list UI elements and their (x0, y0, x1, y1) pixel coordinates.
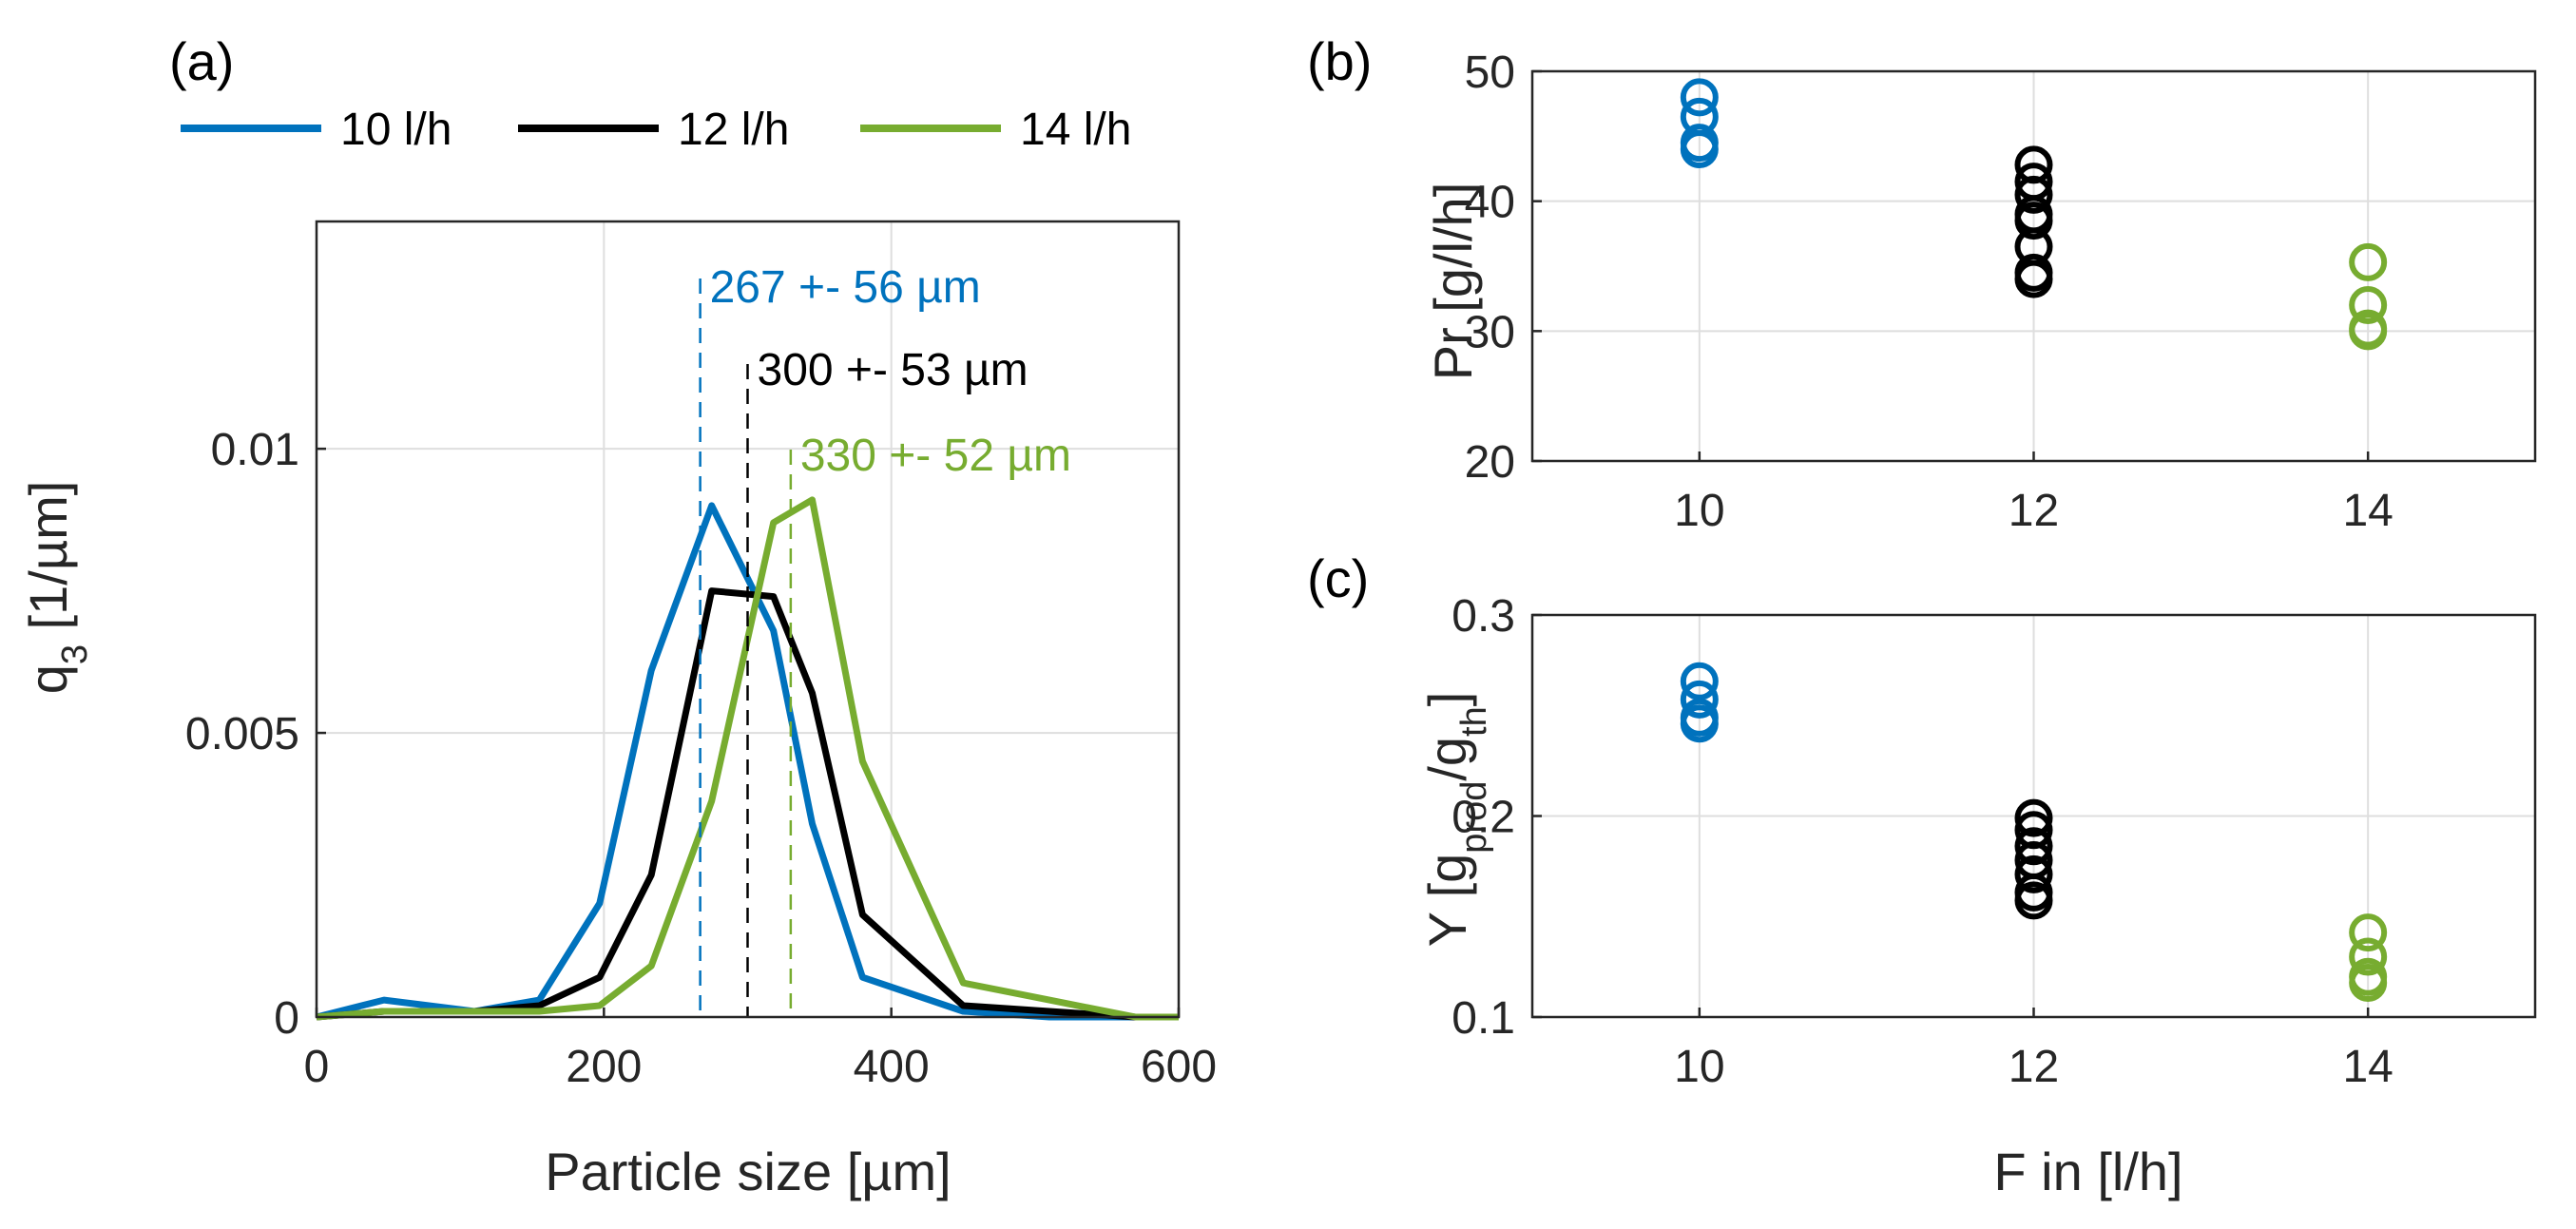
data-point-10-l-h (1680, 662, 1719, 701)
x-tick-label: 10 (1674, 1042, 1724, 1092)
data-point-14-l-h (2349, 913, 2388, 952)
y-axis-label-b: Pr [g/l/h] (1423, 182, 1483, 381)
annotation-label-2: 300 +- 53 µm (758, 345, 1028, 395)
y-tick-label: 40 (1465, 178, 1515, 228)
y-tick-label: 20 (1465, 437, 1515, 488)
series-line-14-l-h (316, 496, 1179, 1021)
legend-label-14-l-h: 14 l/h (1020, 105, 1131, 155)
y-axis-label-q: q (18, 664, 78, 694)
y-tick-label: 0.005 (185, 709, 299, 759)
data-point-14-l-h (2349, 286, 2388, 324)
y-tick-label: 0.2 (1451, 793, 1515, 843)
x-tick-label: 10 (1674, 486, 1724, 536)
axes-box (315, 220, 1181, 1019)
legend: 10 l/h 12 l/h 14 l/h (181, 105, 1131, 155)
panel-b-label: (b) (1307, 31, 1372, 91)
data-point-10-l-h (1680, 704, 1719, 743)
y-label-c-sub-th: th (1454, 706, 1494, 737)
data-point-12-l-h (2014, 175, 2053, 214)
data-point-12-l-h (2014, 827, 2053, 866)
data-point-14-l-h (2349, 242, 2388, 281)
x-tick-label: 14 (2342, 486, 2393, 536)
x-tick-label: 200 (566, 1042, 642, 1092)
data-point-12-l-h (2014, 881, 2053, 920)
data-point-12-l-h (2014, 798, 2053, 837)
panel-a-particle-size-distribution: (a) 10 l/h 12 l/h 14 l/h 0 200 400 60000.0050… (18, 31, 1217, 1201)
y-axis-label-sub: 3 (55, 644, 95, 664)
x-tick-label: 12 (2009, 1042, 2059, 1092)
data-point-12-l-h (2014, 202, 2053, 240)
y-tick-label: 0.3 (1451, 591, 1515, 642)
data-point-10-l-h (1680, 78, 1719, 117)
y-label-c-slash: /g (1417, 737, 1477, 781)
data-point-14-l-h (2349, 964, 2388, 1003)
plot-b: 10 12 14 20 30 40 50 (1465, 48, 2537, 536)
axes-box (1530, 613, 2537, 1019)
legend-label-12-l-h: 12 l/h (678, 105, 789, 155)
data-point-12-l-h (2014, 259, 2053, 298)
y-label-c-y: Y [g (1417, 854, 1477, 948)
panel-c-yield: (c) 10 12 14 0.1 0.2 0.3 F in [l/h] Y [gprod/… (1307, 548, 2537, 1201)
y-axis-label: q3 [1/µm] (18, 481, 95, 695)
y-tick-label: 50 (1465, 48, 1515, 98)
x-tick-label: 12 (2009, 486, 2059, 536)
x-tick-label: 400 (854, 1042, 930, 1092)
y-tick-label: 0.01 (211, 425, 299, 475)
series-line-12-l-h (316, 587, 1179, 1021)
y-axis-label-c: Y [gprod/gth] (1417, 692, 1494, 948)
data-point-12-l-h (2014, 855, 2053, 893)
data-point-14-l-h (2349, 937, 2388, 976)
x-axis-label: Particle size [µm] (545, 1142, 951, 1201)
x-tick-label: 0 (304, 1042, 330, 1092)
data-point-14-l-h (2349, 312, 2388, 351)
y-tick-label: 0.1 (1451, 993, 1515, 1044)
x-tick-label: 14 (2342, 1042, 2393, 1092)
y-label-c-close: ] (1417, 692, 1477, 707)
annotation-label-1: 267 +- 56 µm (710, 262, 981, 313)
plot-a: 0 200 400 600 0 0.005 0.01 267 +- 56 µm 300 +- 5… (185, 220, 1217, 1092)
y-axis-label-unit: [1/µm] (18, 481, 78, 644)
data-point-10-l-h (1680, 130, 1719, 168)
data-point-10-l-h (1680, 680, 1719, 719)
x-tick-label: 600 (1141, 1042, 1217, 1092)
y-tick-label: 30 (1465, 307, 1515, 357)
x-axis-label-c: F in [l/h] (1993, 1142, 2182, 1201)
annotation-label-3: 330 +- 52 µm (800, 431, 1071, 481)
axes-box (1530, 69, 2537, 463)
y-label-c-sub-prod: prod (1454, 781, 1494, 854)
y-tick-label: 0 (274, 993, 299, 1044)
panel-c-label: (c) (1307, 548, 1369, 608)
plot-c: 10 12 14 0.1 0.2 0.3 (1451, 591, 2537, 1092)
panel-b-productivity: (b) 10 12 14 20 30 40 50 Pr [g/l/h] (1307, 31, 2537, 536)
panel-a-label: (a) (169, 31, 234, 91)
legend-label-10-l-h: 10 l/h (340, 105, 452, 155)
